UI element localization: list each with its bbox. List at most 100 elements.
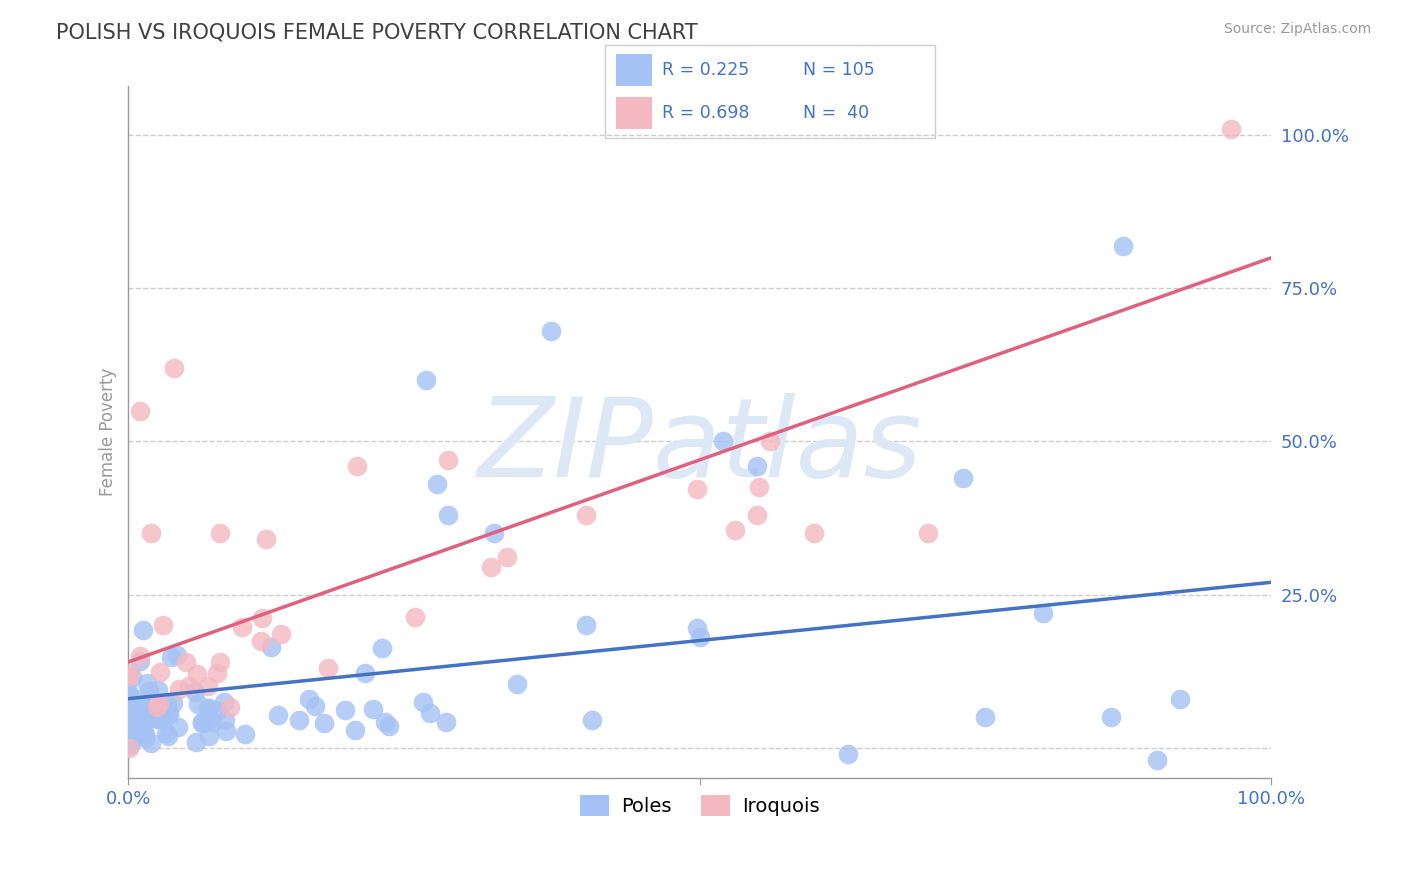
Point (129, 654, 152, 668)
Point (156, 730, 179, 744)
Point (197, 680, 219, 694)
Point (135, 676, 157, 690)
Point (335, 703, 357, 717)
Point (174, 655, 197, 669)
Point (153, 703, 176, 717)
Text: R = 0.698: R = 0.698 (662, 104, 749, 122)
Point (415, 373, 437, 387)
Point (574, 508, 596, 522)
Point (138, 684, 160, 698)
Point (312, 716, 335, 731)
Point (118, 669, 141, 683)
Point (134, 727, 156, 741)
Point (136, 712, 159, 726)
Point (134, 726, 156, 740)
Point (152, 713, 174, 727)
Point (118, 688, 141, 702)
Point (254, 533, 277, 547)
Point (191, 715, 214, 730)
Point (214, 723, 236, 738)
Point (419, 706, 441, 720)
Point (1099, 710, 1122, 724)
Point (205, 704, 228, 718)
Point (434, 714, 457, 729)
Point (371, 641, 394, 656)
Point (184, 685, 207, 699)
Point (404, 610, 426, 624)
Point (131, 716, 153, 731)
Point (117, 709, 139, 723)
Point (1220, 122, 1243, 136)
Point (177, 679, 200, 693)
FancyBboxPatch shape (616, 54, 652, 86)
Point (540, 324, 562, 338)
Point (1111, 238, 1133, 252)
Point (208, 526, 231, 541)
Point (197, 701, 219, 715)
Point (146, 683, 169, 698)
Point (118, 697, 141, 711)
Point (689, 631, 711, 645)
Point (118, 719, 141, 733)
Point (162, 696, 184, 710)
Point (952, 471, 974, 485)
Point (288, 714, 311, 728)
Point (127, 727, 149, 741)
Point (142, 697, 165, 711)
Point (118, 715, 141, 730)
Point (155, 726, 177, 740)
Point (437, 453, 460, 467)
Point (233, 727, 256, 741)
Point (297, 691, 319, 706)
Point (129, 404, 152, 418)
Point (748, 480, 770, 494)
Point (148, 696, 170, 710)
Point (141, 526, 163, 541)
Point (374, 715, 396, 730)
Point (121, 670, 143, 684)
Point (304, 699, 326, 714)
Point (581, 713, 603, 727)
Point (208, 655, 231, 669)
Point (118, 699, 141, 714)
Point (149, 711, 172, 725)
Point (135, 706, 157, 721)
Point (167, 720, 190, 734)
Point (745, 508, 768, 522)
Point (118, 736, 141, 750)
Point (129, 648, 152, 663)
Point (200, 715, 222, 730)
Point (346, 458, 368, 473)
Point (482, 526, 505, 541)
Point (479, 560, 502, 574)
Point (129, 705, 152, 719)
Point (117, 731, 139, 746)
Point (1168, 691, 1191, 706)
Point (837, 747, 859, 761)
Point (118, 666, 141, 681)
Point (146, 700, 169, 714)
Point (354, 665, 377, 680)
Point (437, 508, 460, 522)
Point (377, 719, 399, 733)
Point (166, 648, 188, 662)
Point (250, 611, 273, 625)
Point (118, 716, 141, 731)
Point (127, 692, 149, 706)
Point (118, 736, 141, 750)
Point (191, 715, 214, 730)
Point (759, 434, 782, 448)
Point (316, 661, 339, 675)
Point (250, 633, 273, 648)
Point (198, 730, 221, 744)
Point (686, 621, 709, 635)
Point (120, 738, 142, 752)
Point (117, 690, 139, 705)
Text: N = 105: N = 105 (803, 61, 875, 78)
Point (157, 707, 180, 722)
Point (155, 696, 177, 710)
Point (270, 626, 292, 640)
Point (197, 701, 219, 715)
Point (135, 695, 157, 709)
Point (219, 700, 242, 714)
